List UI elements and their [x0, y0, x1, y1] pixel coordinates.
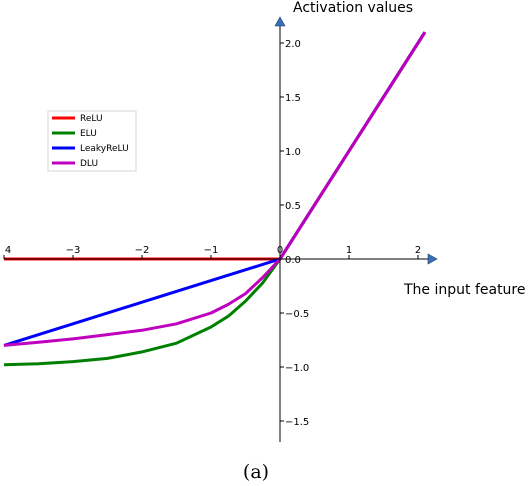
- series-line-elu: [3, 31, 427, 367]
- x-ticks: 4 −3 −2 −1 0 1 2: [3, 245, 421, 259]
- y-tick-label: 2.0: [285, 39, 301, 50]
- x-tick-label: 1: [346, 245, 352, 256]
- x-tick-label: −1: [204, 245, 219, 256]
- x-tick-label: −2: [135, 245, 150, 256]
- y-axis-arrow-icon: [274, 16, 286, 27]
- series-line-dlu: [3, 31, 427, 347]
- x-axis-arrow-icon: [427, 253, 438, 265]
- y-tick-label: 1.0: [285, 147, 301, 158]
- y-tick-label: −1.0: [285, 363, 309, 374]
- legend-label: DLU: [80, 159, 98, 169]
- y-tick-label: 0.0: [285, 255, 301, 266]
- legend: ReLU ELU LeakyReLU DLU: [47, 110, 137, 172]
- x-tick-label: 2: [415, 245, 421, 256]
- x-tick-label: 4: [5, 245, 11, 256]
- y-tick-label: 1.5: [285, 93, 301, 104]
- y-tick-label: −0.5: [285, 309, 309, 320]
- x-tick-label: −3: [66, 245, 81, 256]
- legend-label: ReLU: [80, 114, 103, 124]
- legend-label: LeakyReLU: [80, 144, 129, 154]
- legend-label: ELU: [80, 129, 97, 139]
- y-tick-label: 0.5: [285, 201, 301, 212]
- figure-caption: (a): [243, 461, 269, 483]
- series-lines: [3, 31, 427, 367]
- axes: 4 −3 −2 −1 0 1 2 2.0 1.5 1.0 0.5 0.0 −0.5 −1.0 −1.5: [3, 16, 438, 442]
- legend-box: [47, 110, 137, 172]
- y-axis-title: Activation values: [293, 0, 413, 16]
- series-line-leakyrelu: [3, 31, 427, 347]
- x-axis-title: The input feature: [403, 282, 526, 298]
- y-tick-label: −1.5: [285, 417, 309, 428]
- y-ticks: 2.0 1.5 1.0 0.5 0.0 −0.5 −1.0 −1.5: [280, 39, 309, 428]
- x-tick-label: 0: [277, 245, 283, 256]
